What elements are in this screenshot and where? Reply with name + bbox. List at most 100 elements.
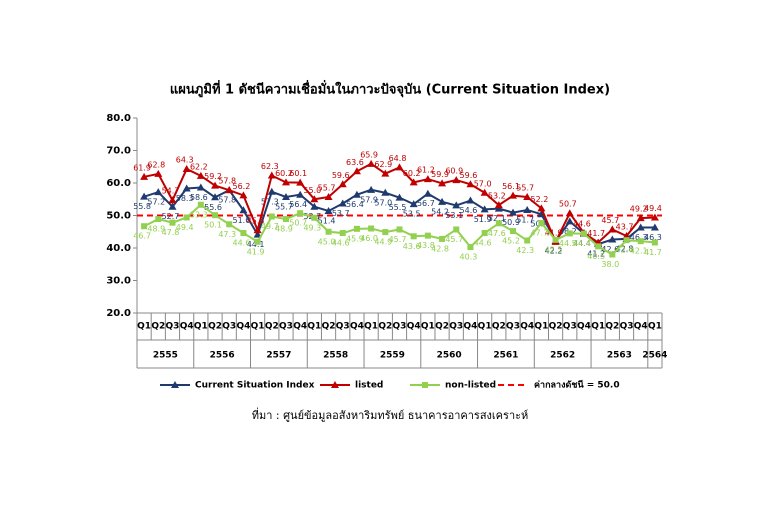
data-label: 38.0	[601, 260, 619, 269]
marker	[281, 192, 290, 200]
data-label: 45.5	[247, 217, 265, 226]
x-tick-label: Q2	[492, 322, 506, 332]
marker	[254, 238, 261, 245]
marker	[297, 210, 304, 217]
marker	[467, 244, 474, 251]
marker	[395, 163, 404, 171]
data-label: 55.6	[204, 203, 222, 212]
data-label: 50.7	[559, 200, 577, 209]
marker	[296, 190, 305, 198]
data-label: 48.9	[147, 225, 165, 234]
data-label: 40.3	[460, 253, 478, 262]
data-label: 46.3	[644, 233, 662, 242]
data-label: 60.2	[403, 169, 421, 178]
data-label: 55.0	[303, 186, 321, 195]
marker	[225, 186, 234, 194]
marker	[338, 199, 347, 207]
marker	[140, 172, 149, 180]
marker	[310, 202, 319, 210]
marker	[509, 191, 518, 199]
legend-label: Current Situation Index	[195, 381, 315, 391]
data-label: 49.3	[303, 223, 321, 232]
data-label: 48.9	[275, 225, 293, 234]
data-label: 42.8	[431, 244, 449, 253]
data-label: 51.9	[474, 215, 492, 224]
data-label: 57.9	[360, 195, 378, 204]
marker	[595, 243, 602, 250]
marker	[637, 238, 644, 245]
marker	[552, 236, 559, 243]
data-label: 47.6	[488, 229, 506, 238]
marker	[155, 216, 162, 223]
data-label: 57.8	[218, 177, 236, 186]
x-tick-label: Q2	[605, 322, 619, 332]
data-label: 44.4	[573, 239, 591, 248]
data-label: 56.1	[502, 182, 520, 191]
marker	[395, 193, 404, 201]
data-label: 47.3	[218, 230, 236, 239]
marker	[580, 230, 587, 237]
data-label: 55.5	[389, 203, 407, 212]
data-label: 45.2	[502, 237, 520, 246]
marker	[169, 219, 176, 226]
x-tick-label: Q3	[506, 322, 520, 332]
marker	[381, 169, 390, 177]
data-label: 64.8	[389, 154, 407, 163]
marker	[650, 223, 659, 231]
marker	[510, 228, 517, 235]
marker	[211, 193, 220, 201]
marker	[494, 204, 503, 212]
x-tick-label: Q3	[620, 322, 634, 332]
data-label: 45.7	[601, 216, 619, 225]
marker	[168, 202, 177, 210]
marker	[311, 214, 318, 221]
x-tick-label: Q1	[364, 322, 378, 332]
data-label: 42.6	[601, 245, 619, 254]
x-tick-label: Q2	[265, 322, 279, 332]
data-label: 46.7	[133, 232, 151, 241]
year-label: 2560	[437, 351, 462, 361]
marker	[339, 230, 346, 237]
x-tick-label: Q3	[279, 322, 293, 332]
marker	[381, 188, 390, 196]
x-tick-label: Q2	[208, 322, 222, 332]
x-tick-label: Q4	[293, 322, 307, 332]
y-tick-label: 30.0	[106, 276, 131, 287]
legend-label: ค่ากลางดัชนี = 50.0	[534, 380, 620, 391]
x-tick-label: Q1	[137, 322, 151, 332]
marker	[310, 195, 319, 203]
data-label: 56.4	[289, 200, 307, 209]
x-tick-label: Q2	[549, 322, 563, 332]
data-label: 55.8	[133, 202, 151, 211]
data-label: 51.7	[516, 215, 534, 224]
marker	[368, 225, 375, 232]
data-label: 57.8	[218, 196, 236, 205]
data-label: 45.0	[318, 237, 336, 246]
marker	[338, 180, 347, 188]
data-label: 42.4	[616, 246, 634, 255]
marker	[565, 217, 574, 225]
data-label: 57.3	[261, 197, 279, 206]
x-tick-label: Q4	[634, 322, 648, 332]
data-label: 51.4	[318, 216, 336, 225]
data-label: 45.9	[346, 234, 364, 243]
marker	[424, 232, 431, 239]
x-tick-label: Q2	[378, 322, 392, 332]
x-tick-label: Q4	[463, 322, 477, 332]
marker	[495, 220, 502, 227]
x-tick-label: Q1	[478, 322, 492, 332]
marker	[353, 225, 360, 232]
marker	[422, 382, 428, 388]
marker	[331, 381, 339, 388]
marker	[268, 213, 275, 220]
x-tick-label: Q2	[322, 322, 336, 332]
data-label: 65.9	[360, 150, 378, 159]
x-tick-label: Q3	[166, 322, 180, 332]
x-tick-label: Q4	[577, 322, 591, 332]
data-label: 41.9	[545, 228, 563, 237]
marker	[396, 226, 403, 233]
data-label: 59.9	[431, 170, 449, 179]
marker	[196, 171, 205, 179]
marker	[211, 181, 220, 189]
